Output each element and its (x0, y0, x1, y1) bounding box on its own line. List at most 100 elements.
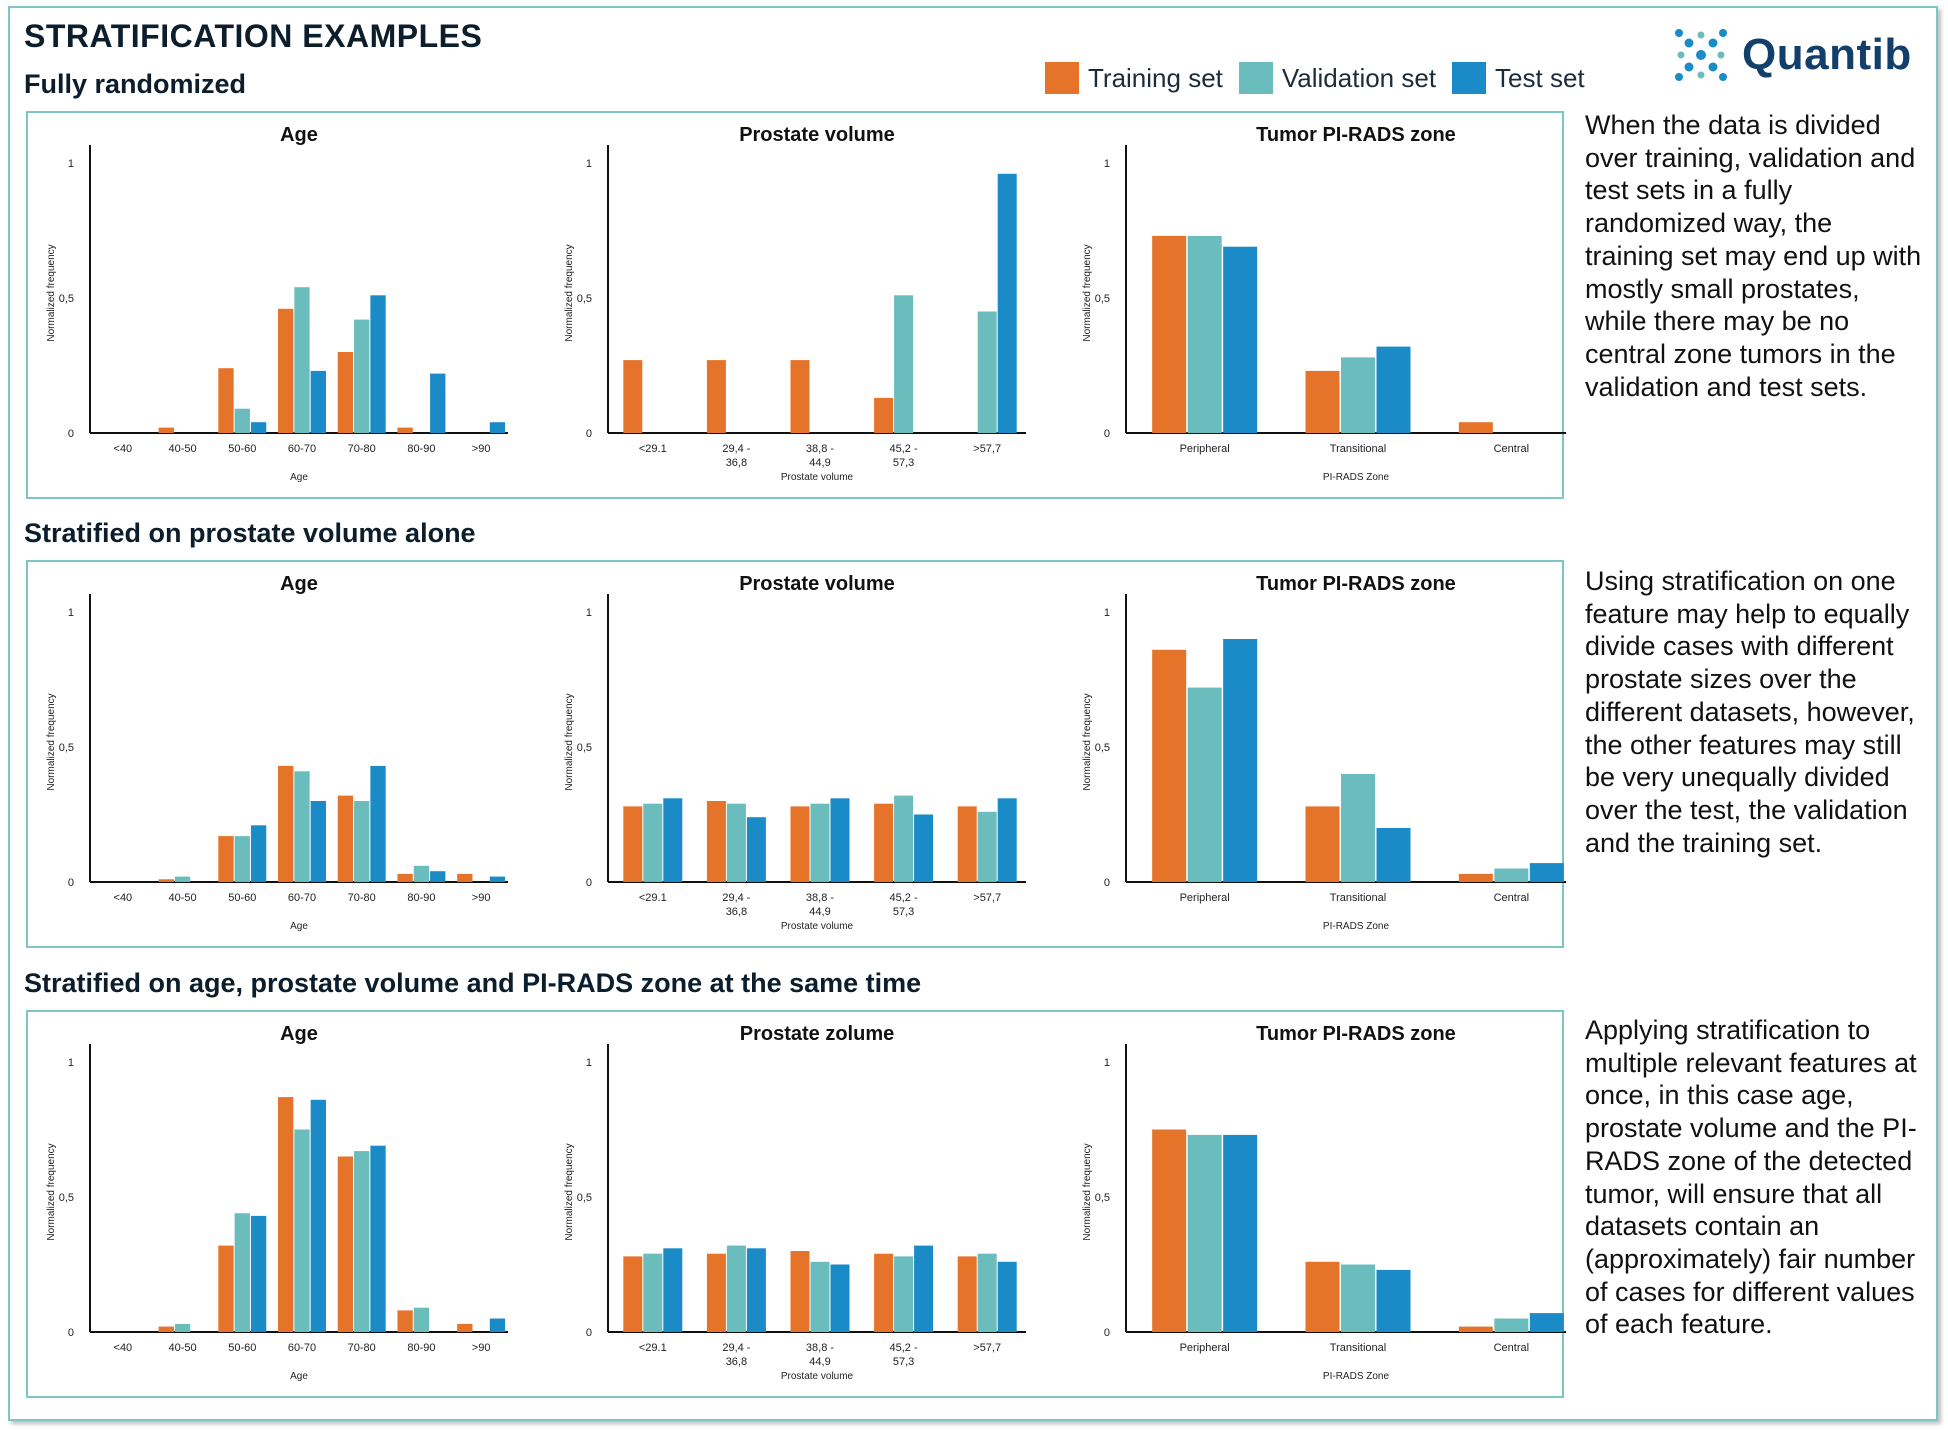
page-frame (8, 6, 1938, 1421)
bar-test-set-central (1529, 863, 1564, 882)
x-tick-label: 45,2 - (890, 443, 918, 455)
legend-swatch-training (1045, 62, 1079, 94)
bar-test-set-70-80 (370, 295, 386, 433)
y-tick-label: 0 (68, 428, 74, 440)
y-tick-label: 0 (586, 428, 592, 440)
legend: Training set Validation set Test set (1045, 62, 1585, 94)
chart-title: Tumor PI-RADS zone (1256, 1023, 1456, 1045)
bar-validation-set-peripheral (1187, 1134, 1222, 1332)
bar-test-set-50-60 (250, 422, 267, 433)
y-tick-label: 0 (68, 877, 74, 889)
bar-validation-set-80-90 (413, 1307, 430, 1332)
bar-test-set-50-60 (250, 1215, 267, 1332)
section-title-prostate-volume: Stratified on prostate volume alone (24, 518, 476, 548)
chart-title: Age (280, 573, 318, 595)
bar-training-set-transitional (1305, 806, 1340, 882)
bar-validation-set-peripheral (1187, 687, 1222, 882)
section-title-fully-randomized: Fully randomized (24, 69, 247, 99)
y-tick-label: 0,5 (577, 1192, 592, 1204)
bar-validation-set-60-70 (294, 771, 310, 882)
y-tick-label: 0,5 (59, 1192, 74, 1204)
bar-validation-set-transitional (1341, 774, 1375, 882)
x-tick-label: 44,9 (809, 457, 830, 469)
x-tick-label: Transitional (1330, 892, 1386, 904)
bar-training-set-38-8-44-9 (790, 1251, 810, 1332)
x-tick-label: 40-50 (169, 892, 197, 904)
bar-validation-set-central (1494, 868, 1529, 882)
y-tick-label: 1 (1104, 607, 1110, 619)
bar-training-set-40-50 (158, 427, 174, 433)
y-tick-label: 0,5 (1095, 1192, 1110, 1204)
x-tick-label: 38,8 - (806, 443, 834, 455)
bar-training-set-50-60 (218, 368, 234, 433)
bar-validation-set-50-60 (234, 1213, 250, 1332)
legend-item-training: Training set (1045, 62, 1223, 94)
y-axis-label: Normalized frequency (46, 1143, 57, 1240)
legend-label-training: Training set (1088, 62, 1223, 93)
bar-validation-set-45-2-57-3 (894, 795, 914, 882)
y-axis-label: Normalized frequency (46, 244, 57, 341)
bar-validation-set-45-2-57-3 (894, 1256, 914, 1332)
x-tick-label: Peripheral (1180, 1342, 1230, 1354)
x-axis-label: Prostate volume (781, 921, 854, 932)
x-tick-label: 45,2 - (890, 892, 918, 904)
bar-test-set-60-70 (310, 801, 326, 882)
bar-validation-set-60-70 (294, 287, 310, 433)
bar-validation-set-70-80 (354, 801, 370, 882)
legend-label-test: Test set (1495, 62, 1585, 93)
bar-validation-set-29-1 (643, 1253, 663, 1332)
bar-test-set-60-70 (310, 1099, 326, 1332)
x-tick-label: Central (1494, 443, 1529, 455)
y-tick-label: 1 (68, 158, 74, 170)
x-tick-label: >90 (472, 892, 491, 904)
bar-training-set-central (1458, 1326, 1493, 1332)
chart-title: Tumor PI-RADS zone (1256, 573, 1456, 595)
bar-test-set-transitional (1376, 828, 1411, 882)
bar-test-set-80-90 (430, 871, 446, 882)
bar-training-set-45-2-57-3 (874, 397, 894, 433)
bar-test-set-57-7 (997, 798, 1017, 882)
x-tick-label: 70-80 (348, 443, 376, 455)
x-tick-label: 57,3 (893, 906, 914, 918)
bar-training-set-29-4-36-8 (706, 360, 726, 433)
x-tick-label: <29.1 (639, 443, 667, 455)
chart-tumor-pi-rads-zone-1: Tumor PI-RADS zone 0 0,5 1 Normalized freque… (1082, 573, 1566, 932)
bar-test-set-peripheral (1223, 639, 1258, 882)
bar-training-set-transitional (1305, 1261, 1340, 1332)
bar-training-set-40-50 (158, 1326, 174, 1332)
bar-test-set-50-60 (250, 825, 267, 882)
bar-validation-set-29-4-36-8 (726, 803, 746, 882)
quantib-logo-text: Quantib (1742, 30, 1912, 79)
y-axis-label: Normalized frequency (1082, 693, 1093, 790)
chart-title: Prostate volume (739, 573, 895, 595)
x-tick-label: 44,9 (809, 906, 830, 918)
description-prostate-volume: Using stratification on one feature may … (1585, 566, 1915, 858)
x-tick-label: 80-90 (407, 443, 435, 455)
bar-validation-set-29-4-36-8 (726, 1245, 746, 1332)
x-tick-label: >57,7 (973, 1342, 1001, 1354)
quantib-logo-icon (1675, 29, 1727, 81)
bar-training-set-90 (457, 873, 473, 882)
bar-test-set-57-7 (997, 1261, 1017, 1332)
x-tick-label: 36,8 (726, 1356, 747, 1368)
y-tick-label: 0,5 (1095, 293, 1110, 305)
x-tick-label: Peripheral (1180, 892, 1230, 904)
bar-test-set-transitional (1376, 1269, 1411, 1332)
x-tick-label: 38,8 - (806, 892, 834, 904)
x-tick-label: 60-70 (288, 1342, 316, 1354)
bar-test-set-transitional (1376, 346, 1411, 433)
bar-validation-set-transitional (1341, 357, 1375, 433)
bar-test-set-57-7 (997, 173, 1017, 434)
x-axis-label: PI-RADS Zone (1323, 472, 1390, 483)
y-axis-label: Normalized frequency (564, 244, 575, 341)
x-tick-label: 57,3 (893, 1356, 914, 1368)
bar-test-set-45-2-57-3 (914, 814, 934, 882)
bar-training-set-peripheral (1152, 235, 1187, 433)
bar-training-set-45-2-57-3 (874, 803, 894, 882)
x-tick-label: >90 (472, 1342, 491, 1354)
bar-test-set-90 (489, 422, 506, 433)
legend-item-validation: Validation set (1238, 62, 1436, 94)
bar-validation-set-38-8-44-9 (810, 803, 830, 882)
bar-validation-set-70-80 (354, 1151, 370, 1332)
bar-validation-set-29-1 (643, 803, 663, 882)
